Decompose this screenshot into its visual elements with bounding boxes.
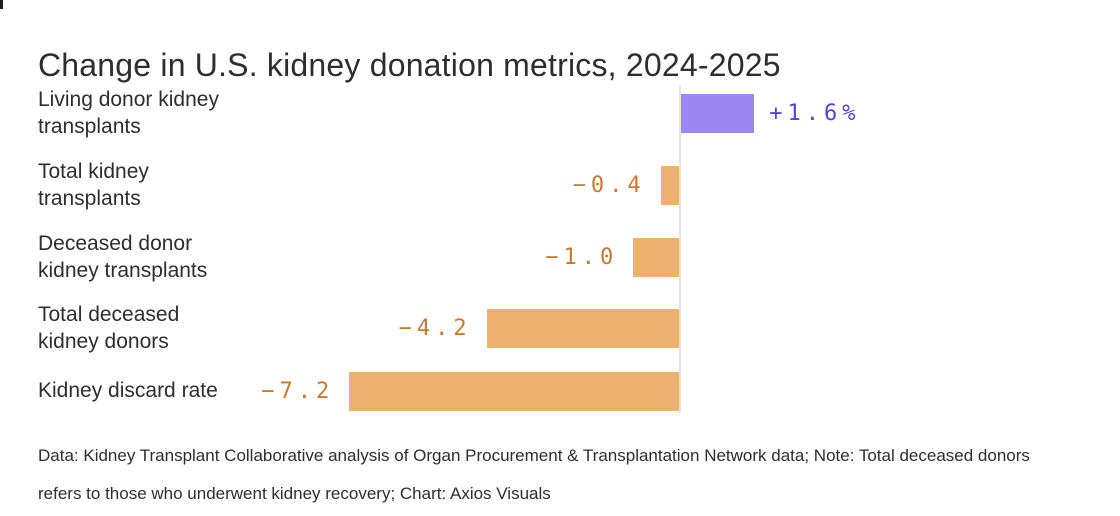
source-note-line-2: refers to those who underwent kidney rec… — [38, 484, 551, 503]
category-label-deceased-donor-kidney-transplants: Deceased donor kidney transplants — [38, 231, 208, 282]
clipped-glyph-artifact — [0, 0, 3, 9]
bar-kidney-discard-rate — [349, 372, 679, 411]
source-note-line-1: Data: Kidney Transplant Collaborative an… — [38, 446, 1030, 465]
value-label-kidney-discard-rate: −7.2 — [261, 379, 335, 404]
chart-title: Change in U.S. kidney donation metrics, … — [38, 47, 781, 84]
bar-chart: Living donor kidney transplants +1.6% Total… — [38, 85, 861, 413]
value-label-total-deceased-kidney-donors: −4.2 — [398, 316, 472, 341]
category-label-living-donor-kidney-transplants: Living donor kidney transplants — [38, 87, 219, 138]
category-label-total-kidney-transplants: Total kidney transplants — [38, 159, 149, 210]
zero-baseline — [679, 85, 681, 413]
category-label-total-deceased-kidney-donors: Total deceased kidney donors — [38, 302, 180, 353]
value-label-living-donor-kidney-transplants: +1.6% — [769, 101, 861, 126]
bar-total-kidney-transplants — [660, 166, 679, 205]
bar-deceased-donor-kidney-transplants — [633, 238, 679, 277]
bar-living-donor-kidney-transplants — [681, 94, 755, 133]
bar-total-deceased-kidney-donors — [486, 309, 679, 348]
value-label-deceased-donor-kidney-transplants: −1.0 — [545, 245, 619, 270]
category-label-kidney-discard-rate: Kidney discard rate — [38, 379, 218, 402]
value-label-total-kidney-transplants: −0.4 — [572, 173, 646, 198]
source-note: Data: Kidney Transplant Collaborative an… — [38, 437, 1113, 513]
